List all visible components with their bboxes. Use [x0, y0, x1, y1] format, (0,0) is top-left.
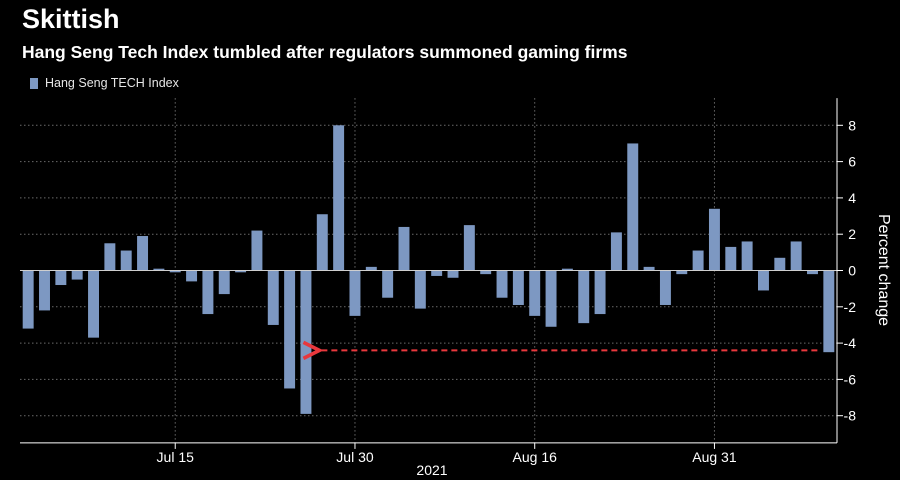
- x-tick-label: Aug 31: [692, 449, 737, 465]
- bar: [88, 270, 100, 338]
- bar: [545, 270, 557, 327]
- y-tick-label: 2: [848, 226, 856, 242]
- bar: [774, 257, 786, 271]
- bar: [692, 250, 704, 271]
- bar: [529, 270, 541, 316]
- y-tick-label: -2: [844, 299, 857, 315]
- bar: [333, 125, 345, 271]
- chart-title: Skittish: [22, 4, 120, 34]
- bar: [202, 270, 214, 315]
- legend-label: Hang Seng TECH Index: [45, 76, 179, 90]
- bar: [71, 270, 83, 280]
- bar: [512, 270, 524, 305]
- y-tick-label: 4: [848, 190, 856, 206]
- bar: [251, 230, 263, 271]
- bar: [137, 236, 149, 271]
- bar: [382, 270, 394, 298]
- bar: [741, 241, 753, 271]
- bar: [186, 270, 198, 282]
- y-tick-label: 8: [848, 117, 856, 133]
- x-axis-year-label: 2021: [416, 462, 447, 478]
- bar: [561, 268, 573, 271]
- bar: [55, 270, 67, 286]
- bar: [349, 270, 361, 316]
- bar: [627, 143, 639, 271]
- bar: [235, 270, 247, 273]
- bar: [463, 225, 475, 271]
- bar: [284, 270, 296, 389]
- bar: [120, 250, 132, 271]
- bar: [610, 232, 622, 271]
- bar: [300, 270, 312, 414]
- chart-subtitle: Hang Seng Tech Index tumbled after regul…: [22, 42, 628, 62]
- bar: [153, 268, 165, 271]
- y-tick-label: -6: [844, 371, 857, 387]
- x-tick-label: Aug 16: [513, 449, 558, 465]
- bar: [414, 270, 426, 309]
- bar: [659, 270, 671, 305]
- bar: [496, 270, 508, 298]
- bar: [757, 270, 769, 291]
- y-tick-label: -4: [844, 335, 857, 351]
- y-axis-label: Percent change: [875, 214, 892, 326]
- x-tick-label: Jul 15: [157, 449, 195, 465]
- bar: [790, 241, 802, 271]
- bar: [39, 270, 50, 311]
- bar: [169, 270, 181, 273]
- bar: [104, 243, 116, 271]
- bar: [218, 270, 230, 295]
- bar: [578, 270, 590, 324]
- bar: [22, 270, 34, 329]
- bar: [431, 270, 443, 276]
- bars: [22, 125, 835, 414]
- bar: [316, 214, 328, 271]
- chart-legend: Hang Seng TECH Index: [30, 76, 179, 90]
- bar: [480, 270, 492, 275]
- bar: [447, 270, 459, 278]
- y-tick-label: 0: [848, 263, 856, 279]
- bar: [823, 270, 835, 353]
- x-tick-label: Jul 30: [336, 449, 374, 465]
- bar: [807, 270, 818, 275]
- bar: [643, 266, 655, 271]
- bar: [708, 208, 720, 271]
- bar: [725, 246, 737, 271]
- axes: -8 -6 -4 -2 0 2 4 6 8 Jul 15 Jul 30 Aug 16 Aug 31: [20, 98, 856, 465]
- y-tick-label: -8: [844, 408, 857, 424]
- bar: [267, 270, 279, 325]
- bar: [676, 270, 688, 275]
- bar: [365, 266, 377, 271]
- legend-swatch: [30, 77, 38, 89]
- y-tick-label: 6: [848, 154, 856, 170]
- bar: [398, 226, 410, 271]
- bar: [594, 270, 606, 315]
